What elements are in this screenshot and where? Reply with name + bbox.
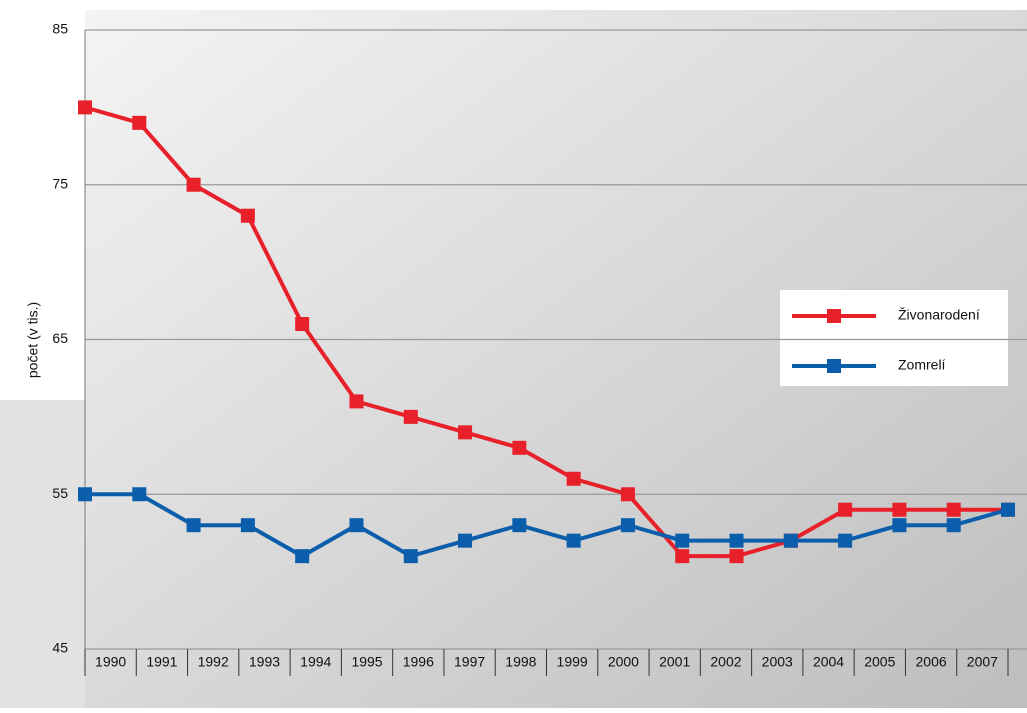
point-marker [783, 533, 798, 548]
point-marker [892, 502, 907, 517]
x-tick-label: 1995 [351, 654, 382, 670]
point-marker [620, 518, 635, 533]
x-tick-label: 2007 [967, 654, 998, 670]
x-tick-label: 1996 [403, 654, 434, 670]
y-tick-label: 65 [52, 330, 68, 346]
x-tick-label: 2000 [608, 654, 639, 670]
point-marker [892, 518, 907, 533]
point-marker [186, 518, 201, 533]
series-line [84, 105, 1008, 559]
x-tick-label: 1994 [300, 654, 331, 670]
x-tick-label: 2002 [710, 654, 741, 670]
x-tick-label: 1999 [557, 654, 588, 670]
point-marker [1001, 502, 1015, 517]
point-marker [675, 533, 690, 548]
point-marker [132, 487, 147, 502]
y-tick-label: 45 [52, 640, 68, 656]
x-tick-label: 2004 [813, 654, 844, 670]
x-tick-label: 1991 [146, 654, 177, 670]
point-marker [512, 518, 527, 533]
x-tick-label: 1997 [454, 654, 485, 670]
point-marker [458, 425, 473, 440]
x-tick-label: 1998 [505, 654, 536, 670]
point-marker [838, 502, 853, 517]
point-marker [675, 549, 690, 564]
point-marker [458, 533, 473, 548]
photo-background [0, 400, 85, 708]
point-marker [295, 317, 310, 332]
point-marker [349, 394, 364, 409]
point-marker [186, 177, 201, 192]
point-marker [349, 518, 364, 533]
point-marker [403, 549, 418, 564]
point-marker [403, 409, 418, 424]
x-tick-label: 1992 [198, 654, 229, 670]
point-marker [132, 115, 147, 130]
legend-marker [827, 309, 841, 323]
point-marker [946, 518, 961, 533]
point-marker [566, 533, 581, 548]
point-marker [566, 471, 581, 486]
point-marker [620, 487, 635, 502]
legend-label: Zomrelí [898, 357, 946, 373]
x-tick-label: 2006 [916, 654, 947, 670]
legend-label: Živonarodení [898, 307, 980, 323]
x-tick-label: 2001 [659, 654, 690, 670]
legend-box [780, 290, 1008, 386]
x-tick-label: 2005 [864, 654, 895, 670]
point-marker [729, 533, 744, 548]
legend: Živonarodení Zomrelí [780, 290, 1008, 386]
y-axis-label: počet (v tis.) [25, 302, 41, 378]
point-marker [78, 487, 92, 502]
y-tick-label: 75 [52, 175, 68, 191]
point-marker [240, 208, 255, 223]
point-marker [295, 549, 310, 564]
y-tick-label: 85 [52, 21, 68, 37]
x-tick-label: 1990 [95, 654, 126, 670]
series-line [85, 492, 1009, 559]
point-marker [240, 518, 255, 533]
y-tick-label: 55 [52, 485, 68, 501]
point-marker [78, 100, 92, 115]
point-marker [946, 502, 961, 517]
x-tick-label: 2003 [762, 654, 793, 670]
point-marker [838, 533, 853, 548]
point-marker [729, 549, 744, 564]
legend-marker [827, 359, 841, 373]
point-marker [512, 440, 527, 455]
x-tick-label: 1993 [249, 654, 280, 670]
